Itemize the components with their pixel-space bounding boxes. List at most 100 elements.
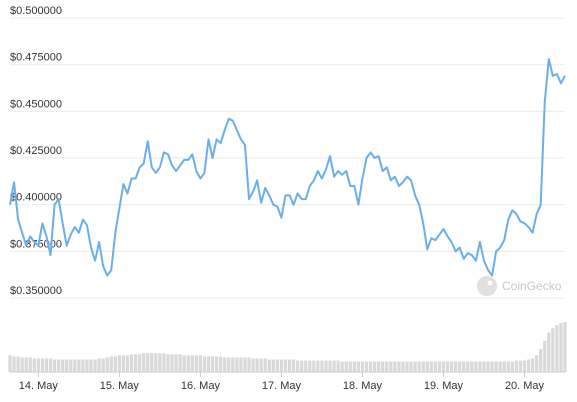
volume-bar bbox=[267, 359, 271, 372]
volume-bar bbox=[405, 361, 409, 372]
volume-bar bbox=[551, 328, 555, 372]
volume-bar bbox=[105, 357, 109, 372]
volume-bar bbox=[429, 361, 433, 372]
volume-bar bbox=[324, 360, 328, 372]
volume-bar bbox=[433, 361, 437, 372]
volume-bar bbox=[56, 359, 61, 372]
volume-bar bbox=[117, 355, 121, 372]
volume-bar bbox=[381, 361, 385, 372]
watermark: CoinGecko bbox=[477, 276, 562, 296]
volume-bar bbox=[97, 358, 101, 372]
volume-bar bbox=[514, 360, 519, 372]
volume-bar bbox=[482, 361, 486, 372]
volume-bar bbox=[133, 354, 138, 372]
volume-bar bbox=[352, 361, 356, 372]
volume-bar bbox=[275, 359, 279, 372]
volume-bar bbox=[454, 361, 458, 372]
watermark-text: CoinGecko bbox=[502, 279, 562, 293]
volume-bar bbox=[186, 355, 190, 372]
volume-bar bbox=[77, 359, 81, 372]
volume-bar bbox=[48, 358, 53, 372]
volume-bar bbox=[389, 361, 393, 372]
volume-bar bbox=[555, 325, 559, 372]
volume-bar bbox=[247, 357, 251, 372]
volume-bar bbox=[328, 360, 332, 372]
volume-bar bbox=[547, 332, 551, 372]
volume-bar bbox=[121, 355, 126, 372]
volume-bar bbox=[129, 354, 134, 372]
volume-bar bbox=[109, 356, 113, 372]
volume-bar bbox=[397, 361, 401, 372]
volume-bar bbox=[490, 361, 494, 372]
volume-bar bbox=[65, 359, 69, 372]
volume-bar bbox=[239, 357, 243, 372]
volume-bar bbox=[85, 359, 89, 372]
volume-bar bbox=[316, 360, 320, 372]
volume-bar bbox=[445, 361, 450, 372]
volume-bar bbox=[40, 358, 45, 372]
volume-bar bbox=[142, 353, 146, 372]
x-tick-label: 16. May bbox=[181, 380, 221, 392]
volume-bar bbox=[190, 355, 194, 372]
volume-bar bbox=[202, 356, 207, 372]
y-tick-label: $0.425000 bbox=[10, 145, 62, 157]
watermark-logo-eye bbox=[487, 280, 493, 286]
y-tick-label: $0.400000 bbox=[10, 192, 62, 204]
volume-bar bbox=[377, 361, 381, 372]
volume-bar bbox=[413, 361, 417, 372]
volume-bar bbox=[494, 361, 498, 372]
volume-bar bbox=[291, 359, 296, 372]
volume-bar bbox=[287, 359, 292, 372]
volume-bar bbox=[498, 361, 502, 372]
volume-bar bbox=[69, 359, 73, 372]
volume-bar bbox=[336, 360, 340, 372]
volume-bar bbox=[227, 357, 231, 372]
volume-bar bbox=[243, 357, 247, 372]
volume-bar bbox=[271, 359, 275, 372]
volume-bar bbox=[466, 361, 470, 372]
volume-bar bbox=[101, 358, 105, 372]
volume-bar bbox=[530, 358, 535, 372]
volume-bar bbox=[526, 359, 531, 372]
volume-bar bbox=[417, 361, 421, 372]
volume-bar bbox=[320, 360, 324, 372]
volume-bar bbox=[474, 361, 478, 372]
volume-bar bbox=[113, 356, 117, 372]
volume-bar bbox=[458, 361, 462, 372]
volume-bar bbox=[385, 361, 389, 372]
volume-bar bbox=[344, 361, 348, 372]
volume-bar bbox=[308, 360, 312, 372]
volume-bar bbox=[300, 360, 304, 372]
volume-bar bbox=[154, 353, 158, 372]
volume-bar bbox=[364, 361, 369, 372]
volume-bar bbox=[470, 361, 474, 372]
volume-bar bbox=[441, 361, 446, 372]
x-tick-label: 19. May bbox=[424, 380, 464, 392]
y-tick-label: $0.450000 bbox=[10, 98, 62, 110]
volume-bar bbox=[223, 357, 227, 372]
volume-bar bbox=[421, 361, 425, 372]
volume-bar bbox=[535, 355, 539, 372]
volume-bar bbox=[20, 357, 24, 372]
volume-bar bbox=[174, 354, 178, 372]
volume-bar bbox=[437, 361, 442, 372]
volume-bar bbox=[462, 361, 466, 372]
volume-bar bbox=[166, 354, 170, 372]
volume-bar bbox=[146, 353, 150, 372]
volume-bar bbox=[182, 355, 186, 372]
volume-bar bbox=[486, 361, 490, 372]
volume-bar bbox=[235, 357, 239, 372]
volume-bar bbox=[170, 354, 174, 372]
volume-bar bbox=[32, 358, 36, 372]
volume-bar bbox=[368, 361, 373, 372]
volume-bar bbox=[158, 353, 162, 372]
volume-bar bbox=[231, 357, 235, 372]
volume-bar bbox=[563, 322, 567, 372]
volume-bar bbox=[332, 360, 336, 372]
volume-bar bbox=[16, 356, 20, 372]
volume-bar bbox=[93, 359, 97, 372]
price-line bbox=[9, 58, 566, 277]
volume-bar bbox=[360, 361, 365, 372]
